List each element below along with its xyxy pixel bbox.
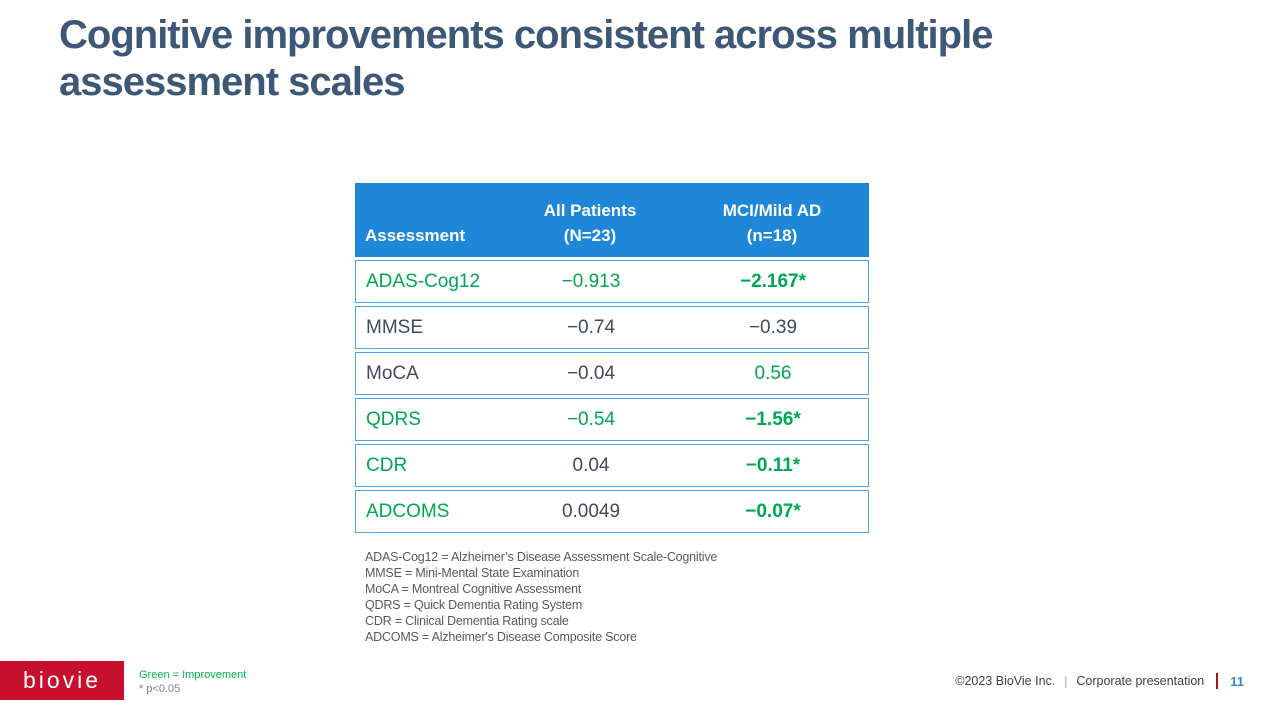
column-header-mci-mild-ad: MCI/Mild AD (n=18) <box>675 183 869 257</box>
footnote-moca: MoCA = Montreal Cognitive Assessment <box>365 582 582 596</box>
cell-assessment: MMSE <box>366 316 423 338</box>
cell-assessment: CDR <box>366 454 408 476</box>
cell-all-patients: 0.04 <box>572 454 610 476</box>
cell-all-patients: −0.54 <box>566 408 616 430</box>
cell-mci-mild-ad: −0.39 <box>748 316 798 338</box>
cell-all-patients: −0.913 <box>561 270 621 292</box>
cell-assessment: QDRS <box>366 408 421 430</box>
footer: ©2023 BioVie Inc. | Corporate presentati… <box>955 671 1244 691</box>
assessment-table: Assessment All Patients (N=23) MCI/Mild … <box>355 183 869 533</box>
column-header-assessment: Assessment <box>355 183 505 257</box>
biovie-logo-text: biovie <box>22 667 102 693</box>
cell-mci-mild-ad: −1.56* <box>745 408 801 430</box>
column-header-mci-mild-ad-line2: (n=18) <box>746 226 798 245</box>
cell-assessment: MoCA <box>366 362 419 384</box>
footer-separator: | <box>1064 674 1068 688</box>
footnote-cdr: CDR = Clinical Dementia Rating scale <box>365 614 569 628</box>
page-title-line1: Cognitive improvements consistent across… <box>59 13 993 57</box>
column-header-all-patients-line1: All Patients <box>543 201 637 220</box>
cell-mci-mild-ad: −0.11* <box>745 454 801 476</box>
page-title-line2: assessment scales <box>59 60 406 104</box>
footer-red-divider <box>1216 673 1219 689</box>
page-number: 11 <box>1230 673 1244 689</box>
footnote-mmse: MMSE = Mini-Mental State Examination <box>365 566 580 580</box>
footer-presentation-label: Corporate presentation <box>1076 674 1205 688</box>
page-title: Cognitive improvements consistent across… <box>59 12 1179 106</box>
footnote-qdrs: QDRS = Quick Dementia Rating System <box>365 598 583 612</box>
column-header-all-patients: All Patients (N=23) <box>505 183 675 257</box>
footnote-adas: ADAS-Cog12 = Alzheimer’s Disease Assessm… <box>365 550 718 564</box>
legend-notes: Green = Improvement * p<0.05 <box>139 668 246 696</box>
acronym-footnotes: ADAS-Cog12 = Alzheimer’s Disease Assessm… <box>365 549 717 645</box>
legend-green-note: Green = Improvement <box>139 669 247 681</box>
column-header-mci-mild-ad-line1: MCI/Mild AD <box>722 201 822 220</box>
table-row-adcoms: ADCOMS 0.0049 −0.07* <box>355 490 869 533</box>
table-header-row: Assessment All Patients (N=23) MCI/Mild … <box>355 183 869 257</box>
cell-all-patients: −0.74 <box>566 316 616 338</box>
legend-significance-note: * p<0.05 <box>139 683 181 695</box>
column-header-assessment-label: Assessment <box>365 226 466 245</box>
biovie-logo: biovie <box>0 661 124 700</box>
table-row-adas-cog12: ADAS-Cog12 −0.913 −2.167* <box>355 260 869 303</box>
table-row-cdr: CDR 0.04 −0.11* <box>355 444 869 487</box>
cell-all-patients: 0.0049 <box>561 500 621 522</box>
cell-all-patients: −0.04 <box>566 362 616 384</box>
cell-assessment: ADAS-Cog12 <box>366 270 481 292</box>
cell-mci-mild-ad: −0.07* <box>745 500 801 522</box>
table-row-moca: MoCA −0.04 0.56 <box>355 352 869 395</box>
table-row-qdrs: QDRS −0.54 −1.56* <box>355 398 869 441</box>
column-header-all-patients-line2: (N=23) <box>563 226 617 245</box>
footer-copyright: ©2023 BioVie Inc. <box>955 674 1056 688</box>
cell-assessment: ADCOMS <box>366 500 450 522</box>
cell-mci-mild-ad: 0.56 <box>754 362 792 384</box>
table-row-mmse: MMSE −0.74 −0.39 <box>355 306 869 349</box>
footnote-adcoms: ADCOMS = Alzheimer's Disease Composite S… <box>365 630 637 644</box>
cell-mci-mild-ad: −2.167* <box>739 270 807 292</box>
